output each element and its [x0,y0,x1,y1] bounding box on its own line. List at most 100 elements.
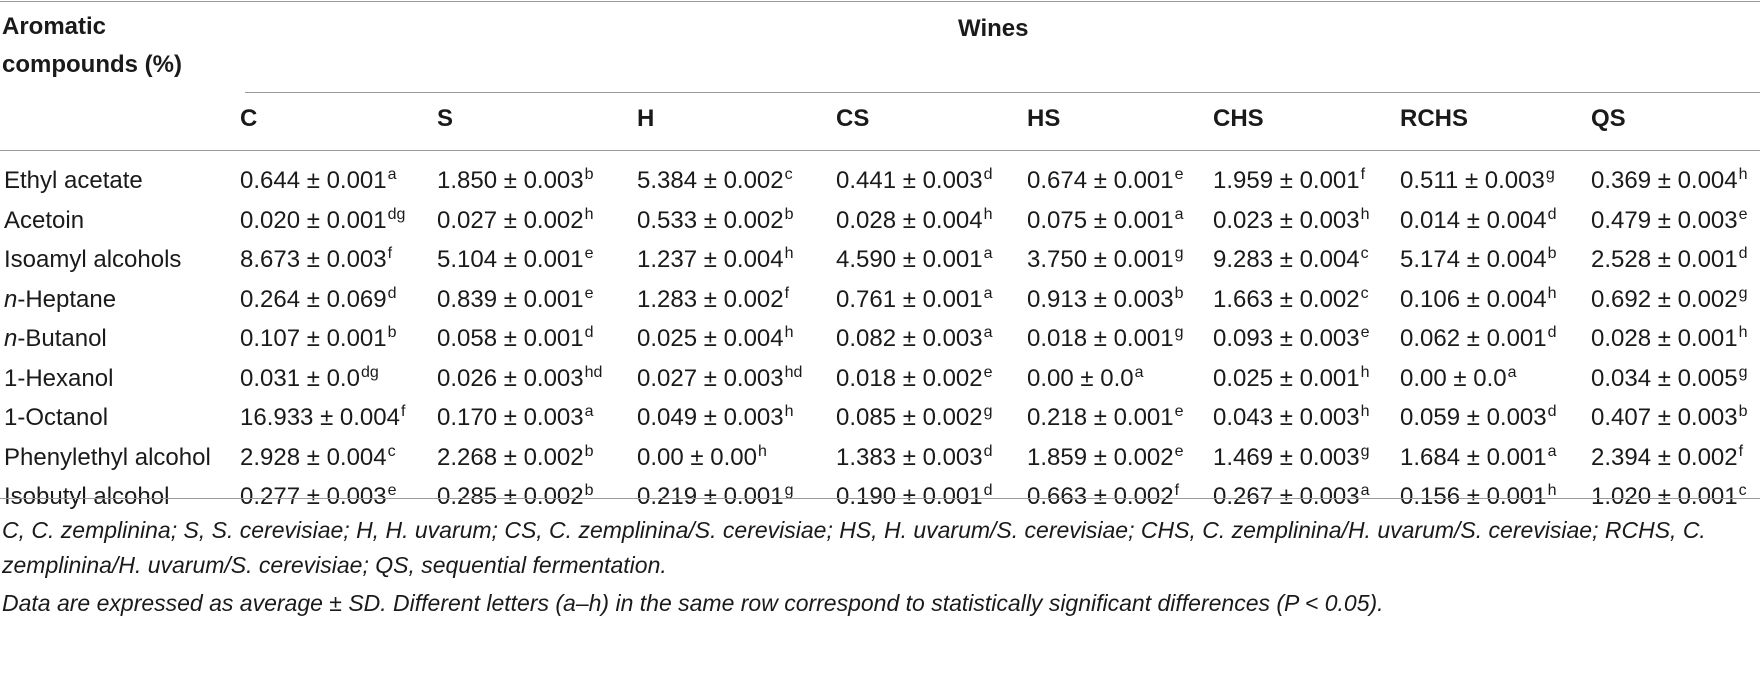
table-cell: 0.218 ± 0.001e [1027,403,1184,433]
column-header: RCHS [1400,105,1469,132]
significance-letter: e [1360,324,1370,341]
table-cell: 1.959 ± 0.001f [1213,166,1365,196]
significance-letter: g [784,482,794,499]
cell-value: 0.190 ± 0.001 [836,483,983,510]
row-label-text: Acetoin [4,207,85,234]
table-cell: 0.093 ± 0.003e [1213,324,1370,354]
cell-value: 0.533 ± 0.002 [637,207,784,234]
cell-value: 1.469 ± 0.003 [1213,444,1360,471]
table-cell: 0.00 ± 0.00h [637,443,767,473]
significance-letter: c [387,443,396,460]
table-cell: 0.075 ± 0.001a [1027,206,1184,236]
table-cell: 0.533 ± 0.002b [637,206,794,236]
table-cell: 0.026 ± 0.003hd [437,364,602,394]
significance-letter: h [784,245,794,262]
cell-value: 2.268 ± 0.002 [437,444,584,471]
cell-value: 0.075 ± 0.001 [1027,207,1174,234]
cell-value: 1.283 ± 0.002 [637,286,784,313]
cell-value: 0.027 ± 0.002 [437,207,584,234]
table-cell: 0.018 ± 0.002e [836,364,993,394]
column-header: H [637,105,655,132]
table-cell: 0.441 ± 0.003d [836,166,993,196]
cell-value: 0.170 ± 0.003 [437,404,584,431]
significance-letter: a [983,324,993,341]
significance-letter: h [983,206,993,223]
cell-value: 0.156 ± 0.001 [1400,483,1547,510]
significance-letter: b [387,324,397,341]
significance-letter: g [1174,324,1184,341]
cell-value: 1.237 ± 0.004 [637,246,784,273]
cell-value: 0.058 ± 0.001 [437,325,584,352]
significance-letter: d [1547,206,1557,223]
column-header: HS [1027,105,1061,132]
row-label-text: -Butanol [17,325,107,352]
significance-letter: d [983,443,993,460]
table-cell: 0.369 ± 0.004h [1591,166,1748,196]
cell-value: 4.590 ± 0.001 [836,246,983,273]
significance-letter: b [1547,245,1557,262]
footnote-statistics: Data are expressed as average ± SD. Diff… [2,590,1384,616]
table-cell: 0.267 ± 0.003a [1213,482,1370,512]
significance-letter: dg [387,206,406,223]
significance-letter: h [1360,364,1370,381]
table-cell: 1.469 ± 0.003g [1213,443,1370,473]
cell-value: 0.839 ± 0.001 [437,286,584,313]
cell-value: 0.218 ± 0.001 [1027,404,1174,431]
row-label-prefix: n [4,286,18,313]
cell-value: 0.479 ± 0.003 [1591,207,1738,234]
table-cell: 4.590 ± 0.001a [836,245,993,275]
cell-value: 0.023 ± 0.003 [1213,207,1360,234]
row-label: Ethyl acetate [4,166,143,196]
table-cell: 0.839 ± 0.001e [437,285,594,315]
column-header: C [240,105,258,132]
table-cell: 0.014 ± 0.004d [1400,206,1557,236]
footnote-abbreviations-cont: zemplinina/H. uvarum/S. cerevisiae; QS, … [2,552,667,578]
table-cell: 8.673 ± 0.003f [240,245,392,275]
column-header: CS [836,105,870,132]
cell-value: 5.174 ± 0.004 [1400,246,1547,273]
table-cell: 0.511 ± 0.003g [1400,166,1555,196]
cell-value: 0.267 ± 0.003 [1213,483,1360,510]
significance-letter: a [983,245,993,262]
significance-letter: c [784,166,793,183]
table-cell: 0.043 ± 0.003h [1213,403,1370,433]
footnote-abbreviations: C, C. zemplinina; S, S. cerevisiae; H, H… [2,517,1706,543]
significance-letter: e [584,245,594,262]
significance-letter: d [1547,403,1557,420]
significance-letter: a [1360,482,1370,499]
wines-group-header: Wines [958,15,1029,42]
table-cell: 2.394 ± 0.002f [1591,443,1743,473]
significance-letter: h [1738,166,1748,183]
table-cell: 1.237 ± 0.004h [637,245,794,275]
row-label: Isobutyl alcohol [4,482,169,512]
table-cell: 0.644 ± 0.001a [240,166,397,196]
row-label: 1-Octanol [4,403,108,433]
column-header: S [437,105,454,132]
table-cell: 1.020 ± 0.001c [1591,482,1747,512]
significance-letter: g [983,403,993,420]
significance-letter: f [1738,443,1744,460]
row-label: n-Heptane [4,285,116,315]
cell-value: 0.026 ± 0.003 [437,365,584,392]
cell-value: 0.219 ± 0.001 [637,483,784,510]
table-cell: 0.085 ± 0.002g [836,403,993,433]
table-cell: 5.104 ± 0.001e [437,245,594,275]
cell-value: 0.027 ± 0.003 [637,365,784,392]
cell-value: 0.761 ± 0.001 [836,286,983,313]
significance-letter: hd [584,364,603,381]
table-cell: 0.219 ± 0.001g [637,482,794,512]
header-bottom-rule [0,150,1760,151]
row-label-prefix: n [4,325,18,352]
cell-value: 3.750 ± 0.001 [1027,246,1174,273]
significance-letter: b [584,443,594,460]
significance-letter: h [1547,482,1557,499]
significance-letter: g [1174,245,1184,262]
cell-value: 0.031 ± 0.0 [240,365,360,392]
significance-letter: c [1738,482,1747,499]
significance-letter: e [1174,443,1184,460]
table-cell: 2.268 ± 0.002b [437,443,594,473]
significance-letter: c [1360,245,1369,262]
significance-letter: g [1360,443,1370,460]
significance-letter: c [1360,285,1369,302]
significance-letter: dg [360,364,379,381]
